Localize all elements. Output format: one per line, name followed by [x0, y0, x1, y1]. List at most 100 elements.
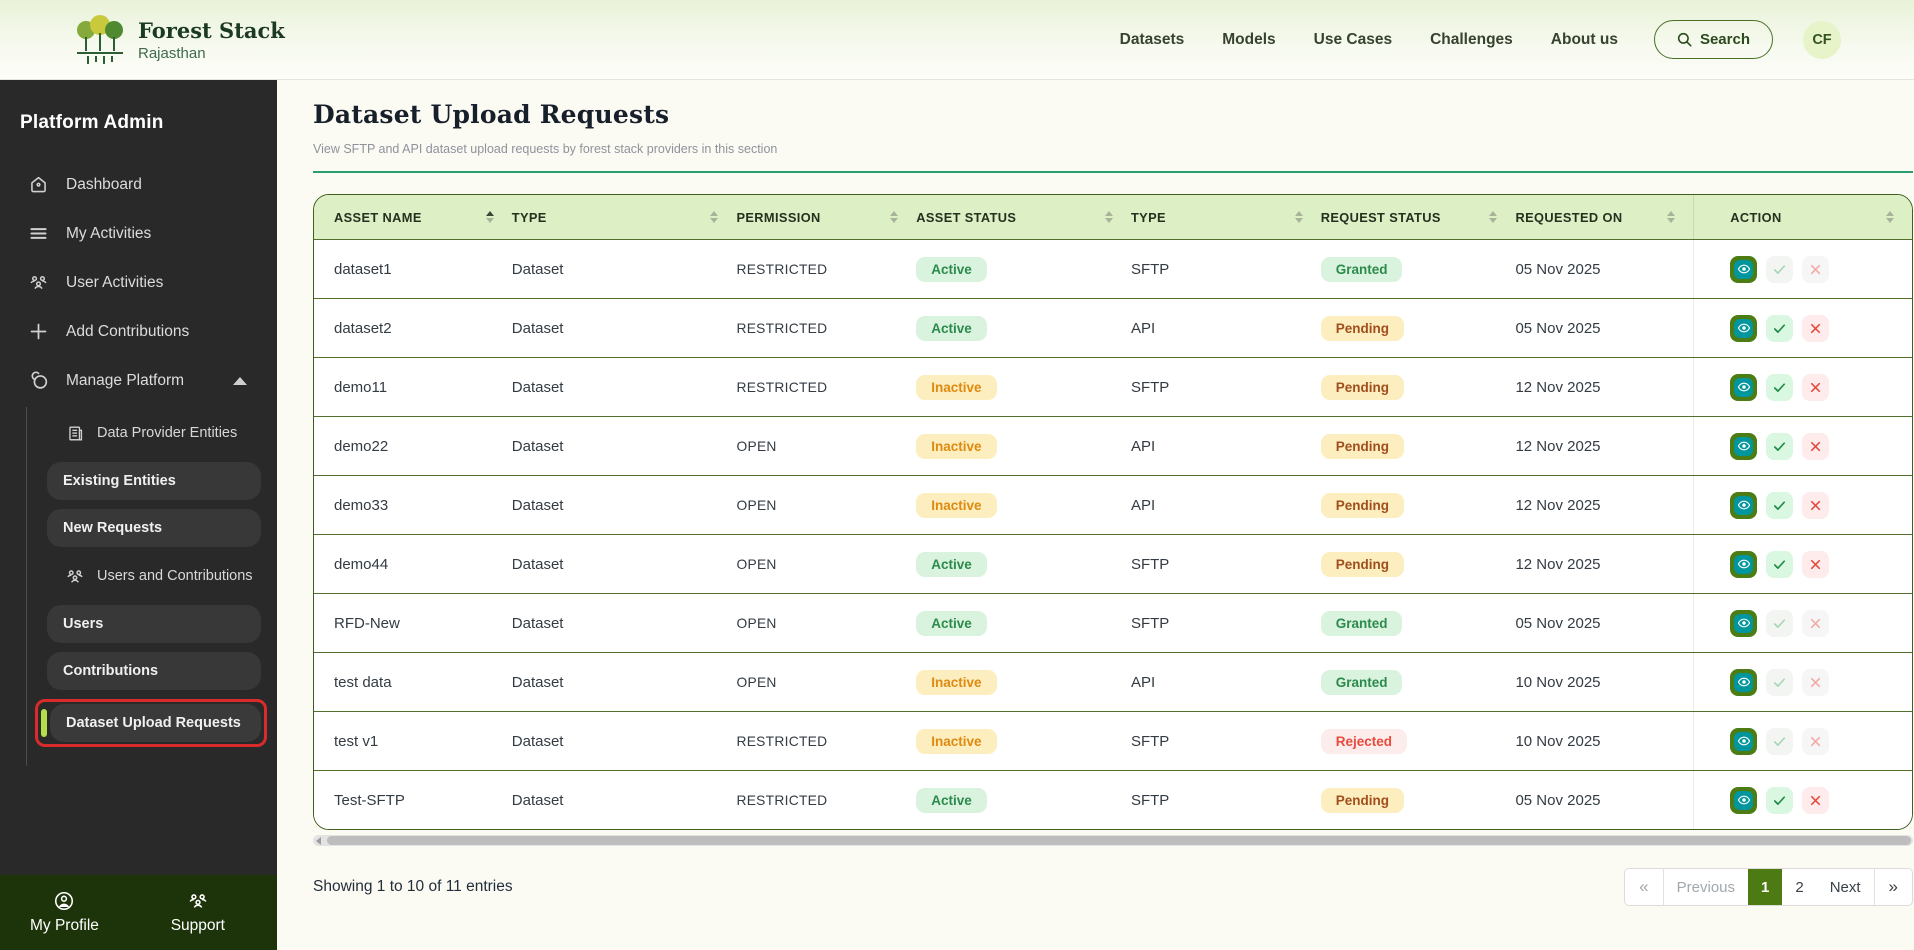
view-button[interactable]	[1730, 432, 1758, 460]
sort-icon[interactable]	[1294, 211, 1303, 223]
eye-icon	[1734, 554, 1754, 574]
approve-button	[1766, 727, 1794, 755]
cell-upload-type: SFTP	[1130, 791, 1170, 809]
scrollbar-left-arrow-icon[interactable]	[316, 837, 321, 845]
sort-icon[interactable]	[1104, 211, 1113, 223]
view-button[interactable]	[1730, 314, 1758, 342]
reject-button[interactable]	[1802, 373, 1830, 401]
pagination-previous[interactable]: Previous	[1676, 878, 1735, 896]
approve-button[interactable]	[1766, 432, 1794, 460]
avatar[interactable]: CF	[1803, 20, 1841, 59]
cell-actions	[1693, 476, 1912, 534]
submenu-item-new-requests[interactable]: New Requests	[47, 509, 261, 547]
sidebar-footer-my-profile[interactable]: My Profile	[30, 890, 99, 935]
sort-icon[interactable]	[1885, 211, 1894, 223]
cell-permission: OPEN	[736, 615, 777, 631]
sidebar-item-manage-platform[interactable]: Manage Platform	[0, 356, 277, 405]
view-button[interactable]	[1730, 255, 1758, 283]
eye-icon	[1734, 731, 1754, 751]
nav-datasets[interactable]: Datasets	[1119, 30, 1185, 48]
reject-button[interactable]	[1802, 314, 1830, 342]
cell-upload-type: API	[1130, 437, 1156, 455]
column-header-label: ACTION	[1730, 209, 1782, 225]
eye-icon	[1734, 790, 1754, 810]
submenu-group-data-provider-entities[interactable]: Data Provider Entities	[47, 413, 263, 453]
pagination-next[interactable]: Next	[1829, 878, 1861, 896]
nav-models[interactable]: Models	[1222, 30, 1276, 48]
approve-button[interactable]	[1766, 786, 1794, 814]
pagination-last[interactable]: »	[1873, 869, 1912, 905]
view-button[interactable]	[1730, 668, 1758, 696]
sidebar-footer: My Profile Support	[0, 875, 277, 950]
view-button[interactable]	[1730, 786, 1758, 814]
column-header-action[interactable]: ACTION	[1693, 195, 1912, 239]
approve-button[interactable]	[1766, 373, 1794, 401]
eye-icon	[1734, 318, 1754, 338]
column-header-asset-status[interactable]: ASSET STATUS	[916, 195, 1131, 239]
submenu-item-contributions[interactable]: Contributions	[47, 652, 261, 690]
column-header-permission[interactable]: PERMISSION	[736, 195, 916, 239]
reject-button[interactable]	[1802, 550, 1830, 578]
table-footer-row: Showing 1 to 10 of 11 entries « Previous…	[313, 868, 1913, 906]
submenu-item-users[interactable]: Users	[47, 605, 261, 643]
view-button[interactable]	[1730, 609, 1758, 637]
nav-about-us[interactable]: About us	[1550, 30, 1618, 48]
table-row: demo33 Dataset OPEN Inactive API Pending…	[314, 475, 1912, 534]
view-button[interactable]	[1730, 491, 1758, 519]
sort-icon[interactable]	[710, 211, 719, 223]
approve-button[interactable]	[1766, 550, 1794, 578]
view-button[interactable]	[1730, 550, 1758, 578]
pagination-first[interactable]: «	[1625, 869, 1664, 905]
cell-permission: RESTRICTED	[736, 320, 828, 336]
cell-upload-type: SFTP	[1130, 378, 1170, 396]
reject-button[interactable]	[1802, 491, 1830, 519]
sidebar-item-my-activities[interactable]: My Activities	[0, 209, 277, 258]
cell-requested-on: 05 Nov 2025	[1515, 614, 1601, 632]
view-button[interactable]	[1730, 373, 1758, 401]
reject-button[interactable]	[1802, 432, 1830, 460]
reject-button[interactable]	[1802, 786, 1830, 814]
sidebar-item-dashboard[interactable]: Dashboard	[0, 160, 277, 209]
x-icon	[1811, 382, 1821, 392]
sidebar-item-user-activities[interactable]: User Activities	[0, 258, 277, 307]
sidebar-item-label: User Activities	[66, 273, 164, 291]
cell-actions	[1693, 594, 1912, 652]
scrollbar-thumb[interactable]	[327, 836, 1911, 845]
column-header-type[interactable]: TYPE	[512, 195, 737, 239]
view-button[interactable]	[1730, 727, 1758, 755]
submenu-item-dataset-upload-requests[interactable]: Dataset Upload Requests	[35, 699, 267, 747]
cell-requested-on: 12 Nov 2025	[1515, 555, 1601, 573]
cell-asset-status: Inactive	[916, 653, 1131, 711]
horizontal-scrollbar[interactable]	[313, 835, 1913, 846]
pagination-page-2[interactable]: 2	[1795, 878, 1804, 896]
sort-icon[interactable]	[890, 211, 899, 223]
request-status-badge: Pending	[1320, 315, 1404, 341]
nav-challenges[interactable]: Challenges	[1430, 30, 1513, 48]
column-header-request-status[interactable]: REQUEST STATUS	[1321, 195, 1516, 239]
pagination-page-1[interactable]: 1	[1748, 869, 1783, 905]
sidebar-footer-support[interactable]: Support	[171, 890, 225, 935]
chevron-up-icon[interactable]	[233, 376, 247, 385]
nav-use-cases[interactable]: Use Cases	[1313, 30, 1393, 48]
column-header-requested-on[interactable]: REQUESTED ON	[1515, 195, 1693, 239]
sort-icon[interactable]	[485, 211, 494, 223]
sidebar-item-label: Manage Platform	[66, 371, 185, 389]
approve-button[interactable]	[1766, 491, 1794, 519]
check-icon	[1774, 559, 1786, 569]
submenu-group-users-and-contributions[interactable]: Users and Contributions	[47, 556, 263, 596]
column-header-asset-name[interactable]: ASSET NAME	[314, 195, 512, 239]
approve-button[interactable]	[1766, 314, 1794, 342]
sort-icon[interactable]	[1667, 211, 1676, 223]
title-divider	[313, 171, 1913, 173]
cell-requested-on: 12 Nov 2025	[1515, 496, 1601, 514]
search-button[interactable]: Search	[1653, 20, 1773, 59]
table-header-row: ASSET NAME TYPE PERMISSION ASSET STATUS …	[314, 195, 1912, 239]
submenu-item-existing-entities[interactable]: Existing Entities	[47, 462, 261, 500]
sidebar-item-add-contributions[interactable]: Add Contributions	[0, 307, 277, 356]
sort-icon[interactable]	[1489, 211, 1498, 223]
column-header-type[interactable]: TYPE	[1131, 195, 1321, 239]
cell-asset-name: demo44	[334, 555, 389, 573]
request-status-badge: Rejected	[1320, 728, 1407, 754]
asset-status-badge: Inactive	[916, 669, 997, 695]
